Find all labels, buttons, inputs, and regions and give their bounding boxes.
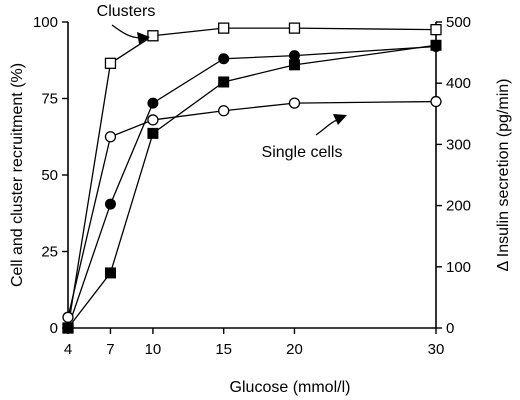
clusters-arrow xyxy=(111,24,140,39)
data-point-clusters xyxy=(430,23,442,36)
right-y-tick-label: 0 xyxy=(446,320,454,337)
right-y-axis-title: Δ Insulin secretion (pg/min) xyxy=(495,79,512,272)
data-point-clusters xyxy=(147,30,159,42)
data-point-insulin_secretion xyxy=(62,322,74,334)
data-point-filled_circles xyxy=(147,97,159,109)
x-tick-label: 7 xyxy=(106,341,114,358)
left-y-tick-label: 25 xyxy=(41,244,58,261)
x-tick-label: 10 xyxy=(145,341,162,358)
data-point-filled_circles xyxy=(104,198,116,210)
data-point-insulin_secretion xyxy=(147,127,159,139)
data-point-single_cells xyxy=(104,131,117,143)
data-point-insulin_secretion xyxy=(288,59,300,71)
data-point-insulin_secretion xyxy=(104,267,116,279)
x-tick-label: 20 xyxy=(286,341,303,358)
series-group xyxy=(62,22,442,334)
x-tick-label: 30 xyxy=(428,341,445,358)
x-axis-title: Glucose (mmol/l) xyxy=(230,379,351,396)
labels: Glucose (mmol/l) Cell and cluster recrui… xyxy=(9,3,512,396)
series-line-clusters xyxy=(67,27,437,329)
data-point-insulin_secretion xyxy=(218,76,230,88)
data-point-clusters xyxy=(104,57,117,69)
data-point-single_cells xyxy=(62,311,74,323)
left-y-axis-title: Cell and cluster recruitment (%) xyxy=(9,63,26,287)
series-line-single_cells xyxy=(67,100,437,318)
single-cells-arrow xyxy=(315,119,338,136)
data-point-filled_circles xyxy=(288,50,300,62)
left-y-tick-label: 50 xyxy=(41,167,58,184)
x-tick-label: 4 xyxy=(64,341,72,358)
data-point-single_cells xyxy=(288,97,301,109)
right-y-tick-label: 200 xyxy=(446,198,471,215)
annotation-clusters: Clusters xyxy=(97,3,156,20)
single-cells-arrow-head xyxy=(333,114,347,125)
annotation-single-cells: Single cells xyxy=(262,144,343,161)
data-point-single_cells xyxy=(430,95,442,108)
series-line-filled_circles xyxy=(67,45,437,329)
right-y-tick-label: 100 xyxy=(446,259,471,276)
data-point-clusters xyxy=(288,22,301,34)
data-point-single_cells xyxy=(147,114,159,126)
left-y-tick-label: 0 xyxy=(50,320,58,337)
x-tick-label: 15 xyxy=(215,341,232,358)
left-y-tick-label: 100 xyxy=(33,14,58,31)
left-y-tick-label: 75 xyxy=(41,91,58,108)
right-y-tick-label: 300 xyxy=(446,136,471,153)
clusters-arrow-head xyxy=(137,32,150,44)
right-y-tick-label: 500 xyxy=(446,14,471,31)
data-point-clusters xyxy=(218,22,230,34)
right-y-tick-label: 400 xyxy=(446,75,471,92)
data-point-filled_circles xyxy=(218,53,230,65)
series-line-insulin_secretion xyxy=(67,44,437,329)
data-point-insulin_secretion xyxy=(430,39,442,51)
data-point-single_cells xyxy=(218,105,230,117)
